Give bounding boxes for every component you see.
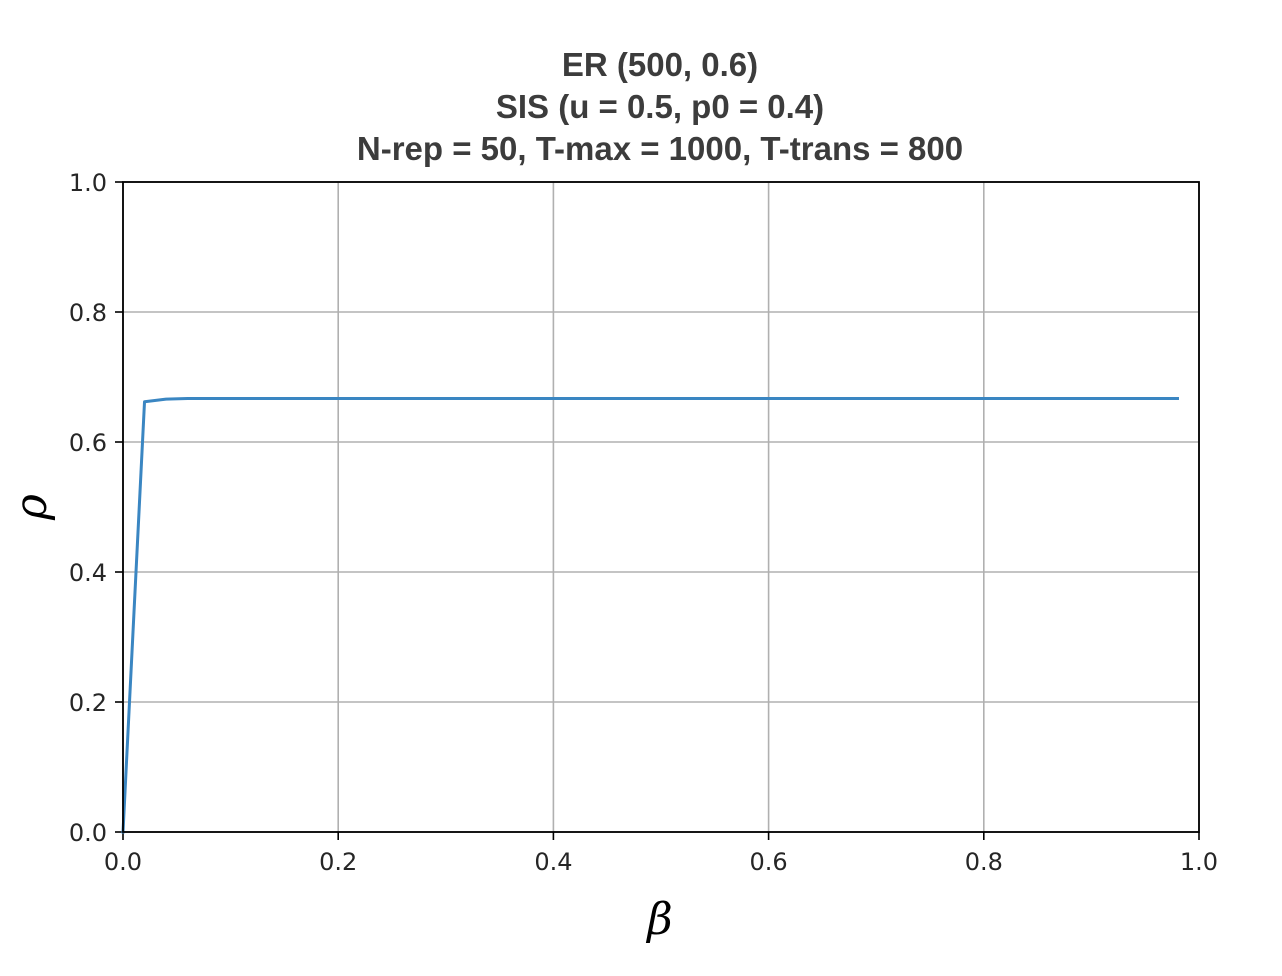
chart-title: ER (500, 0.6) SIS (u = 0.5, p0 = 0.4) N-… xyxy=(357,46,963,167)
x-tick-label: 1.0 xyxy=(1180,848,1218,876)
y-axis-label: ρ xyxy=(6,494,57,521)
ticks: 0.0 0.2 0.4 0.6 0.8 1.0 0.0 0.2 0.4 0.6 0.8 1.0 xyxy=(69,169,1218,876)
y-tick-label: 0.8 xyxy=(69,299,107,327)
title-line-1: ER (500, 0.6) xyxy=(562,46,758,83)
x-tick-label: 0.4 xyxy=(534,848,572,876)
grid xyxy=(122,181,1200,833)
series-line-0 xyxy=(121,396,1179,834)
plot-frame xyxy=(122,181,1200,833)
series xyxy=(121,396,1179,834)
y-tick-label: 0.2 xyxy=(69,689,107,717)
title-line-3: N-rep = 50, T-max = 1000, T-trans = 800 xyxy=(357,130,963,167)
x-tick-label: 0.0 xyxy=(104,848,142,876)
x-tick-label: 0.8 xyxy=(965,848,1003,876)
y-tick-label: 1.0 xyxy=(69,169,107,197)
x-tick-label: 0.6 xyxy=(750,848,788,876)
x-tick-label: 0.2 xyxy=(319,848,357,876)
y-tick-label: 0.0 xyxy=(69,819,107,847)
title-line-2: SIS (u = 0.5, p0 = 0.4) xyxy=(496,88,824,125)
x-axis-label: β xyxy=(645,894,672,945)
y-tick-label: 0.4 xyxy=(69,559,107,587)
y-tick-label: 0.6 xyxy=(69,429,107,457)
